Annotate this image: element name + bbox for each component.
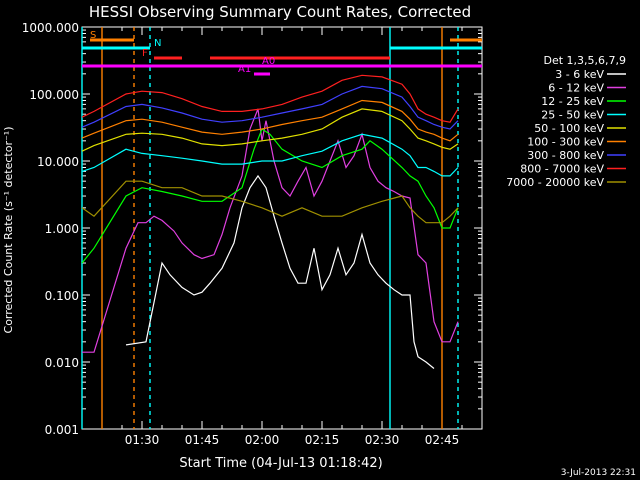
y-tick-label: 100.000 — [29, 88, 79, 102]
x-tick-label: 02:15 — [305, 433, 340, 447]
y-tick-label: 0.001 — [45, 423, 79, 437]
legend-entry-label: 50 - 100 keV — [534, 122, 604, 135]
legend-entry-label: 12 - 25 keV — [541, 95, 604, 108]
plot-area: 1000.000 100.000 10.000 1.000 0.100 0.010 0.00… — [22, 21, 483, 447]
legend-entry-label: 6 - 12 keV — [548, 82, 604, 95]
series-line — [81, 108, 459, 152]
y-tick-label: 1000.000 — [22, 21, 79, 35]
legend-entry-label: 100 - 300 keV — [527, 136, 604, 149]
flag-label: F — [142, 48, 148, 59]
x-tick-label: 01:30 — [125, 433, 160, 447]
x-tick-label: 02:30 — [365, 433, 400, 447]
plot-frame — [81, 26, 483, 430]
y-tick-label: 1.000 — [45, 222, 79, 236]
chart-title: HESSI Observing Summary Count Rates, Cor… — [89, 3, 471, 21]
y-tick-label: 0.010 — [45, 356, 79, 370]
series-line — [81, 133, 459, 177]
render-timestamp: 3-Jul-2013 22:31 — [561, 468, 636, 478]
series-line — [81, 74, 459, 123]
legend-entry-label: 3 - 6 keV — [555, 68, 604, 81]
y-tick-label: 10.000 — [37, 155, 79, 169]
flag-label: N — [154, 38, 161, 49]
series-line — [81, 128, 459, 264]
series-line — [81, 180, 459, 224]
legend-entry-label: 25 - 50 keV — [541, 109, 604, 122]
x-tick-label: 02:00 — [245, 433, 280, 447]
legend-entry-label: 300 - 800 keV — [527, 149, 604, 162]
series-line — [82, 108, 459, 353]
flag-label: A0 — [262, 56, 275, 67]
series-line — [125, 174, 435, 369]
series-line — [81, 85, 459, 130]
y-axis-label: Corrected Count Rate (s⁻¹ detector⁻¹) — [2, 127, 15, 334]
y-tick-label: 0.100 — [45, 289, 79, 303]
series-line — [81, 99, 459, 142]
legend-header: Det 1,3,5,6,7,9 — [543, 54, 626, 67]
flag-label: A1 — [238, 64, 251, 75]
flag-label: S — [90, 30, 96, 41]
x-tick-label: 02:45 — [425, 433, 460, 447]
x-axis-label: Start Time (04-Jul-13 01:18:42) — [179, 456, 382, 471]
legend-entry-label: 800 - 7000 keV — [520, 163, 604, 176]
legend-entry-label: 7000 - 20000 keV — [506, 176, 604, 189]
x-tick-label: 01:45 — [185, 433, 220, 447]
